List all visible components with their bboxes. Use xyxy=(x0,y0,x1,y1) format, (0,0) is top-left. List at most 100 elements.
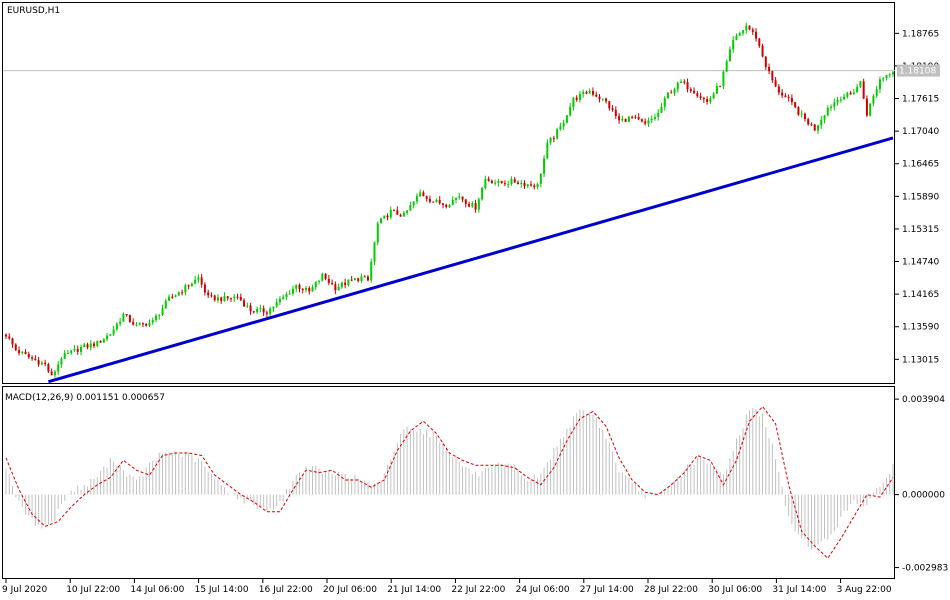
candle-body xyxy=(396,210,399,215)
candle-body xyxy=(285,294,288,298)
candle-body xyxy=(618,116,621,121)
candle-body xyxy=(800,113,803,115)
candle-body xyxy=(432,201,435,203)
candle-body xyxy=(347,279,350,286)
candle-body xyxy=(233,296,236,299)
candle-body xyxy=(790,97,793,103)
candle-body xyxy=(559,126,562,130)
candle-body xyxy=(608,101,611,109)
candle-body xyxy=(96,340,99,347)
candle-body xyxy=(637,116,640,120)
time-axis-label: 3 Aug 22:00 xyxy=(837,585,892,595)
candle-body xyxy=(520,182,523,185)
candle-body xyxy=(644,121,647,124)
candle-body xyxy=(601,98,604,100)
candle-body xyxy=(869,103,872,116)
candle-body xyxy=(803,113,806,120)
candle-body xyxy=(350,279,353,281)
candle-body xyxy=(839,99,842,101)
candle-body xyxy=(24,351,27,355)
candle-body xyxy=(80,346,83,352)
candle-body xyxy=(575,97,578,100)
candle-body xyxy=(246,305,249,307)
macd-axis: 0.003904 0.000000 -0.002983 xyxy=(895,395,948,574)
candle-body xyxy=(712,93,715,99)
trendline[interactable] xyxy=(47,136,894,384)
candle-body xyxy=(702,97,705,100)
candle-body xyxy=(288,293,291,295)
macd-axis-label: 0.000000 xyxy=(902,491,945,501)
candle-body xyxy=(210,295,213,297)
candle-body xyxy=(128,315,131,322)
candle-body xyxy=(115,323,118,330)
candle-body xyxy=(132,321,135,325)
candle-body xyxy=(865,98,868,116)
candle-body xyxy=(715,86,718,94)
candle-body xyxy=(393,209,396,211)
candle-body xyxy=(536,183,539,188)
candle-body xyxy=(57,364,60,372)
candle-body xyxy=(516,182,519,185)
candle-body xyxy=(676,82,679,90)
candle-body xyxy=(595,94,598,97)
candle-body xyxy=(722,71,725,87)
candle-body xyxy=(207,292,210,296)
candle-body xyxy=(487,178,490,181)
candle-body xyxy=(135,324,138,326)
candle-body xyxy=(256,308,259,313)
candle-body xyxy=(892,72,894,75)
candle-body xyxy=(125,314,128,316)
candle-body xyxy=(311,287,314,292)
candle-body xyxy=(680,81,683,83)
candle-body xyxy=(415,196,418,202)
candle-body xyxy=(344,282,347,286)
candle-body xyxy=(693,90,696,94)
candle-body xyxy=(836,99,839,103)
time-axis-label: 28 Jul 22:00 xyxy=(644,585,698,595)
candle-body xyxy=(647,120,650,124)
candle-body xyxy=(758,38,761,46)
candle-body xyxy=(220,297,223,302)
candle-body xyxy=(213,295,216,301)
candle-body xyxy=(556,129,559,139)
candle-body xyxy=(856,86,859,93)
candle-body xyxy=(709,98,712,102)
price-panel-frame xyxy=(2,2,895,384)
candle-body xyxy=(269,308,272,314)
price-axis-label: 1.13590 xyxy=(902,323,939,333)
candle-body xyxy=(112,329,115,335)
candle-body xyxy=(5,334,7,337)
macd-axis-label: -0.002983 xyxy=(902,564,948,574)
price-axis-label: 1.14165 xyxy=(902,290,939,300)
candle-body xyxy=(794,102,797,108)
candle-body xyxy=(706,99,709,102)
candle-body xyxy=(243,300,246,307)
candle-body xyxy=(448,204,451,208)
candle-body xyxy=(83,344,86,347)
candle-body xyxy=(230,298,233,300)
candle-body xyxy=(44,362,47,365)
candle-body xyxy=(533,185,536,188)
candle-body xyxy=(614,109,617,117)
candle-body xyxy=(295,284,298,289)
candle-body xyxy=(53,371,56,376)
candle-body xyxy=(530,184,533,186)
candle-body xyxy=(425,196,428,199)
candle-body xyxy=(409,205,412,211)
macd-histogram xyxy=(5,408,894,550)
candle-body xyxy=(353,278,356,280)
macd-title: MACD(12,26,9) 0.001151 0.000657 xyxy=(5,393,165,403)
candle-body xyxy=(761,45,764,57)
candle-body xyxy=(419,192,422,197)
candle-body xyxy=(187,285,190,287)
candle-body xyxy=(194,279,197,284)
candle-body xyxy=(34,358,37,361)
candle-body xyxy=(497,180,500,183)
candle-body xyxy=(148,322,151,326)
price-axis-label: 1.16465 xyxy=(902,160,939,170)
macd-panel: 0.003904 0.000000 -0.002983 MACD(12,26,9) … xyxy=(2,386,948,579)
candle-body xyxy=(445,204,448,208)
candle-body xyxy=(324,273,327,279)
candle-body xyxy=(174,295,177,297)
candle-body xyxy=(226,296,229,299)
